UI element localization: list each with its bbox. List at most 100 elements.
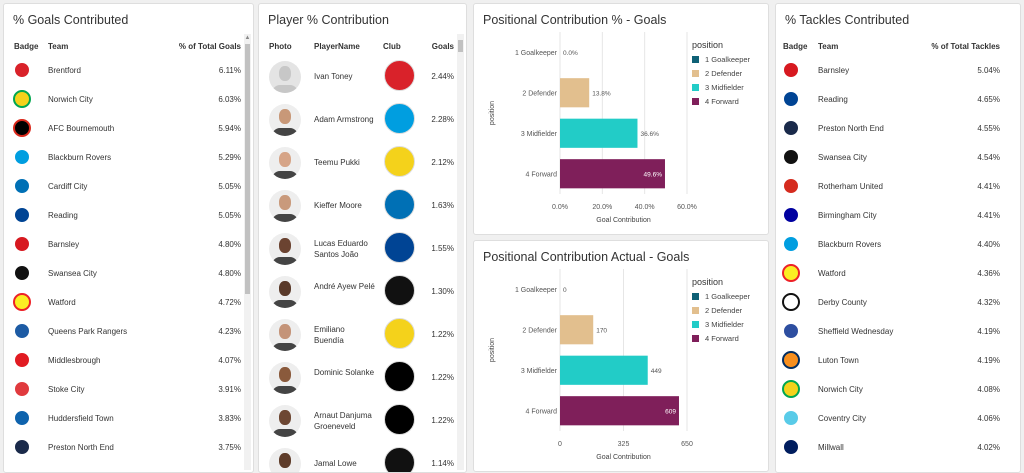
player-row[interactable]: Kieffer Moore 1.63%: [259, 185, 454, 228]
table-row[interactable]: Queens Park Rangers 4.23%: [4, 317, 241, 346]
table-row[interactable]: Cardiff City 5.05%: [4, 172, 241, 201]
y-tick-label: 1 Goalkeeper: [515, 287, 558, 294]
bar[interactable]: [560, 355, 648, 385]
player-face: [279, 195, 291, 210]
team-badge-icon: [13, 409, 31, 427]
scroll-thumb[interactable]: [245, 44, 250, 294]
player-row[interactable]: Ivan Toney 2.44%: [259, 56, 454, 99]
x-tick-label: 650: [681, 441, 693, 448]
legend-swatch: [692, 321, 699, 328]
team-value: 3.83%: [218, 414, 241, 423]
player-row[interactable]: Adam Armstrong 2.28%: [259, 99, 454, 142]
table-row[interactable]: Stoke City 3.91%: [4, 375, 241, 404]
team-value: 4.41%: [977, 182, 1000, 191]
y-tick-label: 3 Midfielder: [521, 368, 558, 375]
team-value: 4.23%: [218, 327, 241, 336]
team-value: 4.19%: [977, 327, 1000, 336]
table-row[interactable]: Barnsley 4.80%: [4, 230, 241, 259]
bar-data-label: 609: [665, 408, 676, 415]
player-name: Jamal Lowe: [314, 459, 357, 468]
team-badge-icon: [782, 206, 800, 224]
player-face: [279, 367, 291, 382]
table-row[interactable]: Barnsley 5.04%: [776, 56, 1008, 85]
team-badge-icon: [13, 380, 31, 398]
table-row[interactable]: Swansea City 4.54%: [776, 143, 1008, 172]
table-row[interactable]: Coventry City 4.06%: [776, 404, 1008, 433]
table-row[interactable]: Birmingham City 4.41%: [776, 201, 1008, 230]
bar[interactable]: [560, 396, 679, 426]
scroll-up-icon[interactable]: ▲: [244, 35, 251, 41]
team-value: 4.80%: [218, 240, 241, 249]
table-row[interactable]: Luton Town 4.19%: [776, 346, 1008, 375]
team-name: Barnsley: [48, 240, 80, 249]
bar[interactable]: [560, 159, 665, 189]
bar[interactable]: [560, 315, 594, 345]
player-row[interactable]: Lucas Eduardo Santos João 1.55%: [259, 228, 454, 271]
player-row[interactable]: Dominic Solanke 1.22%: [259, 357, 454, 400]
table-row[interactable]: Norwich City 4.08%: [776, 375, 1008, 404]
team-name: Cardiff City: [48, 182, 88, 191]
player-scrollbar[interactable]: [457, 34, 464, 470]
header-value: % of Total Goals: [178, 42, 241, 51]
table-row[interactable]: Reading 5.05%: [4, 201, 241, 230]
team-name: Watford: [818, 269, 846, 278]
table-row[interactable]: Rotherham United 4.41%: [776, 172, 1008, 201]
goals-scrollbar[interactable]: ▲: [244, 34, 251, 470]
team-badge-icon: [13, 264, 31, 282]
table-row[interactable]: Preston North End 4.55%: [776, 114, 1008, 143]
x-tick-label: 20.0%: [592, 204, 612, 211]
table-row[interactable]: Norwich City 6.03%: [4, 85, 241, 114]
header-goals: Goals: [431, 42, 454, 51]
bar-data-label: 449: [651, 368, 662, 375]
table-row[interactable]: Blackburn Rovers 5.29%: [4, 143, 241, 172]
table-row[interactable]: Huddersfield Town 3.83%: [4, 404, 241, 433]
team-name: AFC Bournemouth: [48, 124, 115, 133]
table-row[interactable]: Watford 4.36%: [776, 259, 1008, 288]
team-badge-icon: [782, 409, 800, 427]
player-photo: [269, 147, 301, 179]
scroll-thumb[interactable]: [458, 40, 463, 52]
positional-actual-chart: 0 325 650 1 Goalkeeper 0 2 Defender 170 3 Midfi…: [489, 269, 751, 461]
player-row[interactable]: Jamal Lowe 1.14%: [259, 443, 454, 472]
table-row[interactable]: Reading 4.65%: [776, 85, 1008, 114]
player-row[interactable]: André Ayew Pelé 1.30%: [259, 271, 454, 314]
player-row[interactable]: Teemu Pukki 2.12%: [259, 142, 454, 185]
table-row[interactable]: Swansea City 4.80%: [4, 259, 241, 288]
bar[interactable]: [560, 118, 638, 148]
legend-swatch: [692, 56, 699, 63]
player-row[interactable]: Arnaut Danjuma Groeneveld 1.22%: [259, 400, 454, 443]
y-tick-label: 4 Forward: [525, 408, 557, 415]
team-value: 4.32%: [977, 298, 1000, 307]
player-name: Lucas Eduardo Santos João: [314, 239, 368, 259]
player-contribution-card: Player % Contribution Photo PlayerName C…: [258, 3, 467, 473]
table-row[interactable]: AFC Bournemouth 5.94%: [4, 114, 241, 143]
goals-table-body: Brentford 6.11% Norwich City 6.03% AFC Bourn…: [4, 56, 241, 472]
positional-actual-card: Positional Contribution Actual - Goals 0…: [473, 240, 769, 472]
team-name: Watford: [48, 298, 76, 307]
table-row[interactable]: Millwall 4.02%: [776, 433, 1008, 462]
player-row[interactable]: Emiliano Buendía 1.22%: [259, 314, 454, 357]
team-badge-icon: [782, 438, 800, 456]
header-team: Team: [48, 42, 69, 51]
team-badge-icon: [13, 90, 31, 108]
goals-table-header: Badge Team % of Total Goals: [4, 42, 241, 56]
bar-data-label: 170: [596, 327, 607, 334]
player-name: Teemu Pukki: [314, 158, 360, 167]
table-row[interactable]: Watford 4.72%: [4, 288, 241, 317]
player-name: Arnaut Danjuma Groeneveld: [314, 411, 372, 431]
table-row[interactable]: Brentford 6.11%: [4, 56, 241, 85]
legend-label: 3 Midfielder: [705, 320, 744, 329]
player-goals-pct: 2.28%: [431, 115, 454, 124]
table-row[interactable]: Derby County 4.32%: [776, 288, 1008, 317]
bar[interactable]: [560, 78, 590, 108]
table-row[interactable]: Preston North End 3.75%: [4, 433, 241, 462]
team-value: 4.07%: [218, 356, 241, 365]
table-row[interactable]: Blackburn Rovers 4.40%: [776, 230, 1008, 259]
table-row[interactable]: Middlesbrough 4.07%: [4, 346, 241, 375]
team-value: 4.40%: [977, 240, 1000, 249]
table-row[interactable]: Sheffield Wednesday 4.19%: [776, 317, 1008, 346]
team-name: Middlesbrough: [48, 356, 101, 365]
player-photo: [269, 362, 301, 394]
header-club: Club: [383, 42, 401, 51]
team-badge-icon: [13, 293, 31, 311]
